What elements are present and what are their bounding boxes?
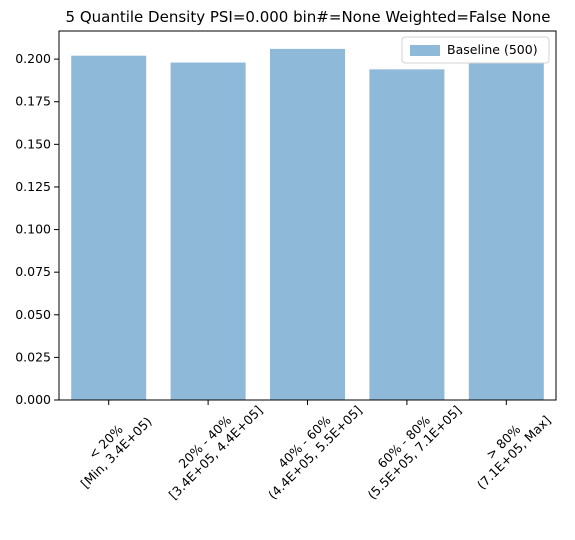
bar-4 <box>369 69 445 401</box>
y-tick-label: 0.075 <box>15 264 51 279</box>
x-tick-label: 40% - 60%(4.4E+05, 5.5E+05] <box>254 392 364 502</box>
x-tick-label: < 20%[Min, 3.4E+05) <box>67 403 155 491</box>
y-tick-label: 0.100 <box>15 222 51 237</box>
legend: Baseline (500) <box>401 36 550 64</box>
x-tick-label: > 80%(7.1E+05, Max] <box>463 402 553 492</box>
y-axis: 0.000 0.025 0.050 0.075 0.100 0.125 0.150 0.175… <box>15 51 59 407</box>
bar-2 <box>170 62 246 400</box>
x-tick-label: 60% - 80%(5.5E+05, 7.1E+05] <box>354 392 464 502</box>
x-tick-label: 20% - 40%[3.4E+05, 4.4E+05] <box>155 392 265 502</box>
plot-area <box>58 30 557 401</box>
x-axis: < 20%[Min, 3.4E+05) 20% - 40%[3.4E+05, 4.… <box>67 392 554 502</box>
y-tick-label: 0.050 <box>15 307 51 322</box>
bar-5 <box>468 59 544 400</box>
chart-title: 5 Quantile Density PSI=0.000 bin#=None W… <box>66 8 551 26</box>
y-tick-label: 0.025 <box>15 349 51 364</box>
y-tick-label: 0.175 <box>15 94 51 109</box>
bar-1 <box>71 55 147 401</box>
y-tick-label: 0.200 <box>15 51 51 66</box>
legend-frame <box>401 36 550 64</box>
y-tick-label: 0.150 <box>15 136 51 151</box>
legend-swatch-baseline <box>410 45 440 56</box>
y-tick-label: 0.125 <box>15 179 51 194</box>
y-tick-label: 0.000 <box>15 392 51 407</box>
bar-3 <box>270 48 345 401</box>
legend-label-baseline: Baseline (500) <box>447 42 538 57</box>
